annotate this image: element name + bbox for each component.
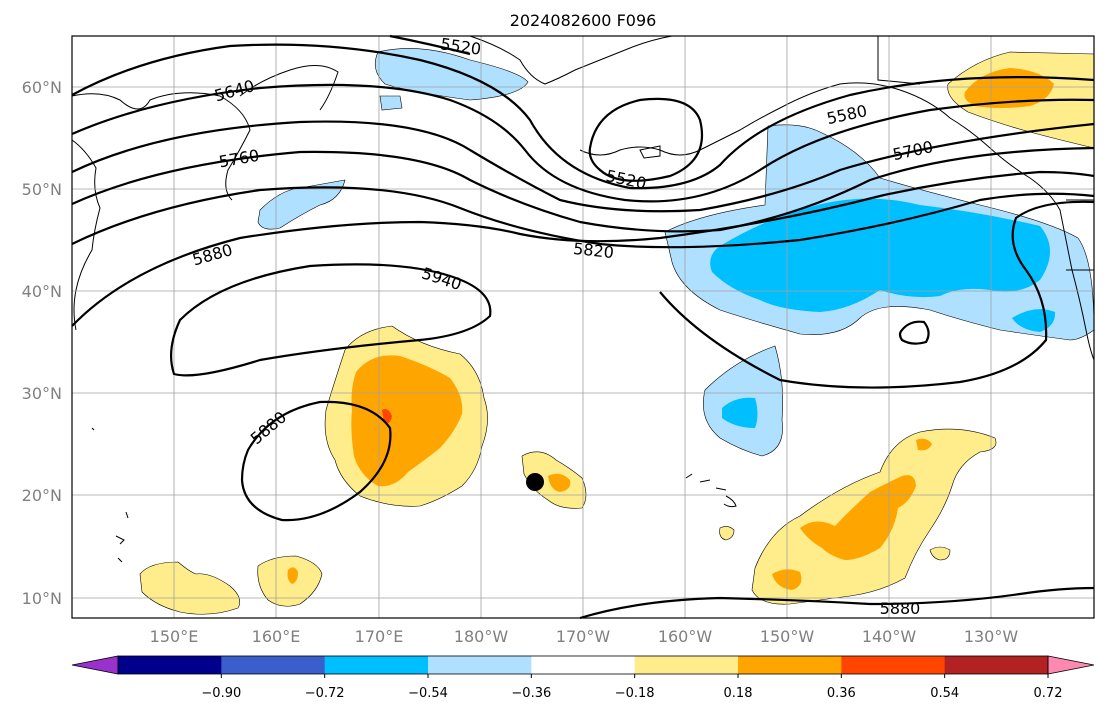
colorbar-segment bbox=[531, 656, 636, 674]
shade-orange-sw bbox=[287, 567, 298, 584]
lat-label: 20°N bbox=[22, 486, 62, 505]
colorbar-segment bbox=[221, 656, 326, 674]
colorbar-tick-label: 0.72 bbox=[1034, 686, 1063, 701]
station-marker bbox=[526, 473, 544, 491]
shade-orange-ne-small bbox=[916, 438, 932, 451]
shade-lightblue-north-small bbox=[379, 95, 403, 111]
colorbar-frame bbox=[117, 655, 1049, 675]
contour-5880-closed-west bbox=[240, 400, 392, 522]
contour-5520-top bbox=[389, 34, 471, 56]
lon-label: 180°W bbox=[454, 627, 509, 646]
colorbar-tick-label: 0.18 bbox=[724, 686, 753, 701]
colorbar-tick-label: 0.36 bbox=[827, 686, 856, 701]
contour-5520-closed bbox=[588, 97, 704, 182]
height-contours bbox=[71, 34, 1095, 620]
lon-label: 130°W bbox=[964, 627, 1019, 646]
contour-5760 bbox=[71, 120, 1095, 213]
contour-5880-long bbox=[71, 170, 1095, 327]
shade-orange-se bbox=[800, 475, 916, 560]
latitude-labels: 60°N 50°N 40°N 30°N 20°N 10°N bbox=[22, 78, 62, 608]
colorbar-segment bbox=[738, 656, 842, 674]
shade-yellow-s4 bbox=[929, 546, 951, 561]
colorbar-segment bbox=[428, 656, 532, 674]
contour-5940 bbox=[169, 263, 492, 377]
colorbar-tick-label: 0.54 bbox=[930, 686, 959, 701]
shade-yellow-sw1 bbox=[139, 561, 241, 615]
contour-5580-arc bbox=[71, 83, 1095, 203]
colorbar-tick-label: −0.54 bbox=[408, 686, 448, 701]
contour-5640 bbox=[71, 43, 1095, 190]
contour-5820 bbox=[71, 186, 1095, 249]
colorbar-segment bbox=[118, 656, 222, 674]
colorbar-tick-label: −0.36 bbox=[511, 686, 551, 701]
colorbar-extend-high bbox=[1047, 655, 1095, 675]
shade-orange-hawaii bbox=[548, 473, 571, 492]
colorbar: −0.90 −0.72 −0.54 −0.36 −0.18 0.18 0.36 0.54 0.7… bbox=[71, 655, 1095, 701]
lon-label: 150°E bbox=[150, 627, 199, 646]
shade-red-spot bbox=[382, 408, 392, 424]
lat-label: 40°N bbox=[22, 282, 62, 301]
shade-blue-east bbox=[710, 198, 1050, 312]
contour-label: 5880 bbox=[880, 599, 921, 618]
contour-5880-south bbox=[579, 586, 1095, 620]
colorbar-tick-label: −0.18 bbox=[615, 686, 655, 701]
shading-layer bbox=[139, 48, 1095, 615]
contour-label: 5820 bbox=[572, 239, 614, 262]
lon-label: 160°W bbox=[658, 627, 713, 646]
shade-lightblue-west bbox=[257, 179, 346, 230]
contour-5880-sub bbox=[659, 200, 1095, 389]
lat-label: 10°N bbox=[22, 589, 62, 608]
colorbar-tick-label: −0.72 bbox=[305, 686, 345, 701]
contour-5700 bbox=[71, 146, 1095, 233]
colorbar-extend-low bbox=[71, 655, 119, 675]
lat-label: 60°N bbox=[22, 78, 62, 97]
contour-small-loop bbox=[898, 320, 930, 345]
lon-label: 150°W bbox=[760, 627, 815, 646]
longitude-labels: 150°E 160°E 170°E 180°W 170°W 160°W 150°… bbox=[150, 627, 1019, 646]
map-panel: 5520 5640 5760 5880 5940 5520 5820 5580 … bbox=[71, 34, 1095, 620]
shade-yellow-sw3 bbox=[719, 526, 735, 541]
colorbar-segment bbox=[841, 656, 946, 674]
colorbar-segment bbox=[324, 656, 429, 674]
colorbar-tick-label: −0.90 bbox=[201, 686, 241, 701]
shade-blue-mid bbox=[722, 397, 758, 428]
colorbar-segment bbox=[944, 656, 1049, 674]
lon-label: 160°E bbox=[252, 627, 301, 646]
colorbar-segment bbox=[634, 656, 739, 674]
lon-label: 170°E bbox=[355, 627, 404, 646]
lat-label: 30°N bbox=[22, 384, 62, 403]
lon-label: 170°W bbox=[556, 627, 611, 646]
lat-label: 50°N bbox=[22, 180, 62, 199]
map-title: 2024082600 F096 bbox=[510, 11, 657, 30]
lon-label: 140°W bbox=[862, 627, 917, 646]
